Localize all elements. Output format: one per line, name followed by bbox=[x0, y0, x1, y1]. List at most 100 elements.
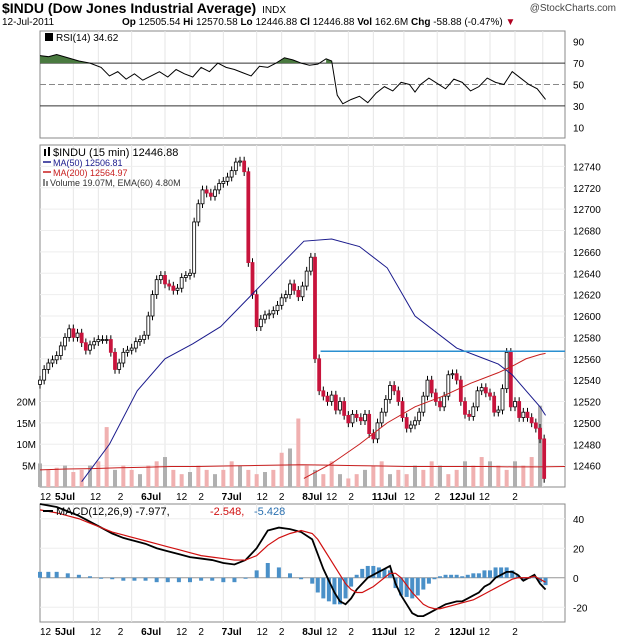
volume-bar bbox=[88, 465, 92, 487]
exchange: INDX bbox=[262, 5, 287, 16]
candle-up bbox=[175, 287, 180, 291]
candle-up bbox=[238, 160, 242, 163]
macd-histogram-bar bbox=[360, 568, 365, 578]
macd-histogram-bar bbox=[426, 577, 431, 584]
volume-bar bbox=[313, 469, 317, 487]
candle-up bbox=[96, 339, 101, 343]
x-tick-label: 2 bbox=[512, 492, 518, 503]
volume-bar bbox=[513, 461, 517, 487]
candle-up bbox=[75, 332, 80, 338]
volume-bar bbox=[538, 405, 542, 487]
volume-bar bbox=[238, 465, 242, 487]
candle-up bbox=[408, 424, 413, 429]
candle-up bbox=[188, 272, 192, 276]
macd-histogram-bar bbox=[499, 567, 504, 578]
price-y-tick-label: 12480 bbox=[573, 440, 601, 451]
candle-up bbox=[308, 256, 313, 272]
volume-y-tick-label: 5M bbox=[22, 462, 36, 473]
macd-histogram-bar bbox=[46, 571, 51, 578]
candle-legend-icon bbox=[44, 149, 46, 156]
x-tick-label: 11Jul bbox=[372, 627, 397, 638]
volume-bar bbox=[479, 457, 484, 487]
volume-bar bbox=[279, 452, 284, 487]
candle-down bbox=[171, 285, 176, 291]
macd-histogram-bar bbox=[488, 570, 492, 578]
chart-title: $INDU (Dow Jones Industrial Average) INDX bbox=[2, 0, 286, 16]
x-tick-label: 12 bbox=[40, 492, 52, 503]
macd-y-tick-label: 20 bbox=[573, 544, 585, 555]
macd-histogram-bar bbox=[438, 576, 442, 578]
candle-up bbox=[225, 176, 230, 182]
candle-up bbox=[133, 341, 138, 349]
macd-histogram-bar bbox=[288, 573, 292, 578]
x-tick-label: 12Jul bbox=[449, 492, 475, 503]
candle-up bbox=[413, 420, 417, 426]
candle-up bbox=[38, 379, 42, 385]
candle-down bbox=[254, 294, 259, 328]
x-tick-label: 12 bbox=[257, 492, 269, 503]
candle-up bbox=[117, 362, 122, 370]
candle-up bbox=[258, 318, 263, 328]
candle-down bbox=[79, 332, 84, 344]
volume-bar bbox=[46, 469, 51, 487]
volume-bar bbox=[321, 474, 326, 487]
candle-up bbox=[104, 339, 109, 341]
candle-down bbox=[542, 438, 547, 479]
candle-up bbox=[192, 221, 197, 274]
macd-signal-line bbox=[39, 509, 546, 610]
macd-y-tick-label: 40 bbox=[573, 515, 585, 526]
macd-histogram-bar bbox=[143, 577, 148, 581]
symbol-name: (Dow Jones Industrial Average) bbox=[47, 0, 257, 16]
ma50-legend: MA(50) 12506.81 bbox=[53, 158, 123, 168]
x-tick-label: 2 bbox=[434, 627, 440, 638]
candle-up bbox=[54, 355, 59, 361]
candle-down bbox=[317, 358, 322, 392]
volume-bar bbox=[413, 465, 417, 487]
candle-down bbox=[292, 283, 297, 291]
volume-bar bbox=[63, 465, 67, 487]
volume-bar bbox=[338, 474, 342, 487]
volume-legend-icon bbox=[43, 179, 45, 186]
price-legend: $INDU (15 min) 12446.88 bbox=[53, 147, 178, 159]
candle-down bbox=[163, 274, 167, 285]
macd-histogram-bar bbox=[38, 571, 42, 578]
candle-down bbox=[167, 283, 172, 287]
candle-down bbox=[71, 328, 76, 338]
macd-y-tick-label: 0 bbox=[573, 574, 579, 585]
quote-date: 12-Jul-2011 bbox=[2, 17, 55, 28]
macd-histogram-bar bbox=[99, 577, 104, 579]
macd-histogram-bar bbox=[460, 576, 465, 578]
candle-down bbox=[517, 401, 522, 418]
candle-up bbox=[121, 351, 126, 364]
candle-down bbox=[508, 351, 513, 408]
candle-up bbox=[283, 294, 288, 299]
candle-down bbox=[433, 392, 438, 402]
candle-down bbox=[83, 342, 88, 351]
volume-ema-line bbox=[39, 464, 566, 471]
high-value: 12570.58 bbox=[195, 17, 238, 28]
x-tick-label: 2 bbox=[279, 627, 285, 638]
macd-histogram-bar bbox=[243, 577, 248, 579]
candle-down bbox=[333, 394, 338, 411]
x-tick-label: 12 bbox=[326, 492, 338, 503]
candle-down bbox=[538, 427, 542, 440]
candle-up bbox=[150, 294, 155, 317]
volume-bar bbox=[388, 474, 392, 487]
volume-bar bbox=[438, 465, 442, 487]
candle-down bbox=[483, 387, 488, 394]
macd-histogram-bar bbox=[410, 577, 415, 599]
volume-bar bbox=[71, 472, 76, 487]
macd-histogram-bar bbox=[165, 577, 170, 583]
volume-bar bbox=[121, 465, 126, 487]
x-tick-label: 2 bbox=[198, 492, 204, 503]
x-tick-label: 2 bbox=[348, 492, 354, 503]
x-tick-label: 12 bbox=[90, 627, 102, 638]
volume-bar bbox=[163, 457, 167, 487]
candle-down bbox=[396, 390, 401, 402]
candle-down bbox=[429, 379, 434, 394]
rsi-y-tick-label: 10 bbox=[573, 123, 585, 134]
macd-histogram-bar bbox=[454, 574, 459, 578]
close-label: Cl bbox=[299, 17, 310, 28]
x-tick-label: 2 bbox=[512, 627, 518, 638]
